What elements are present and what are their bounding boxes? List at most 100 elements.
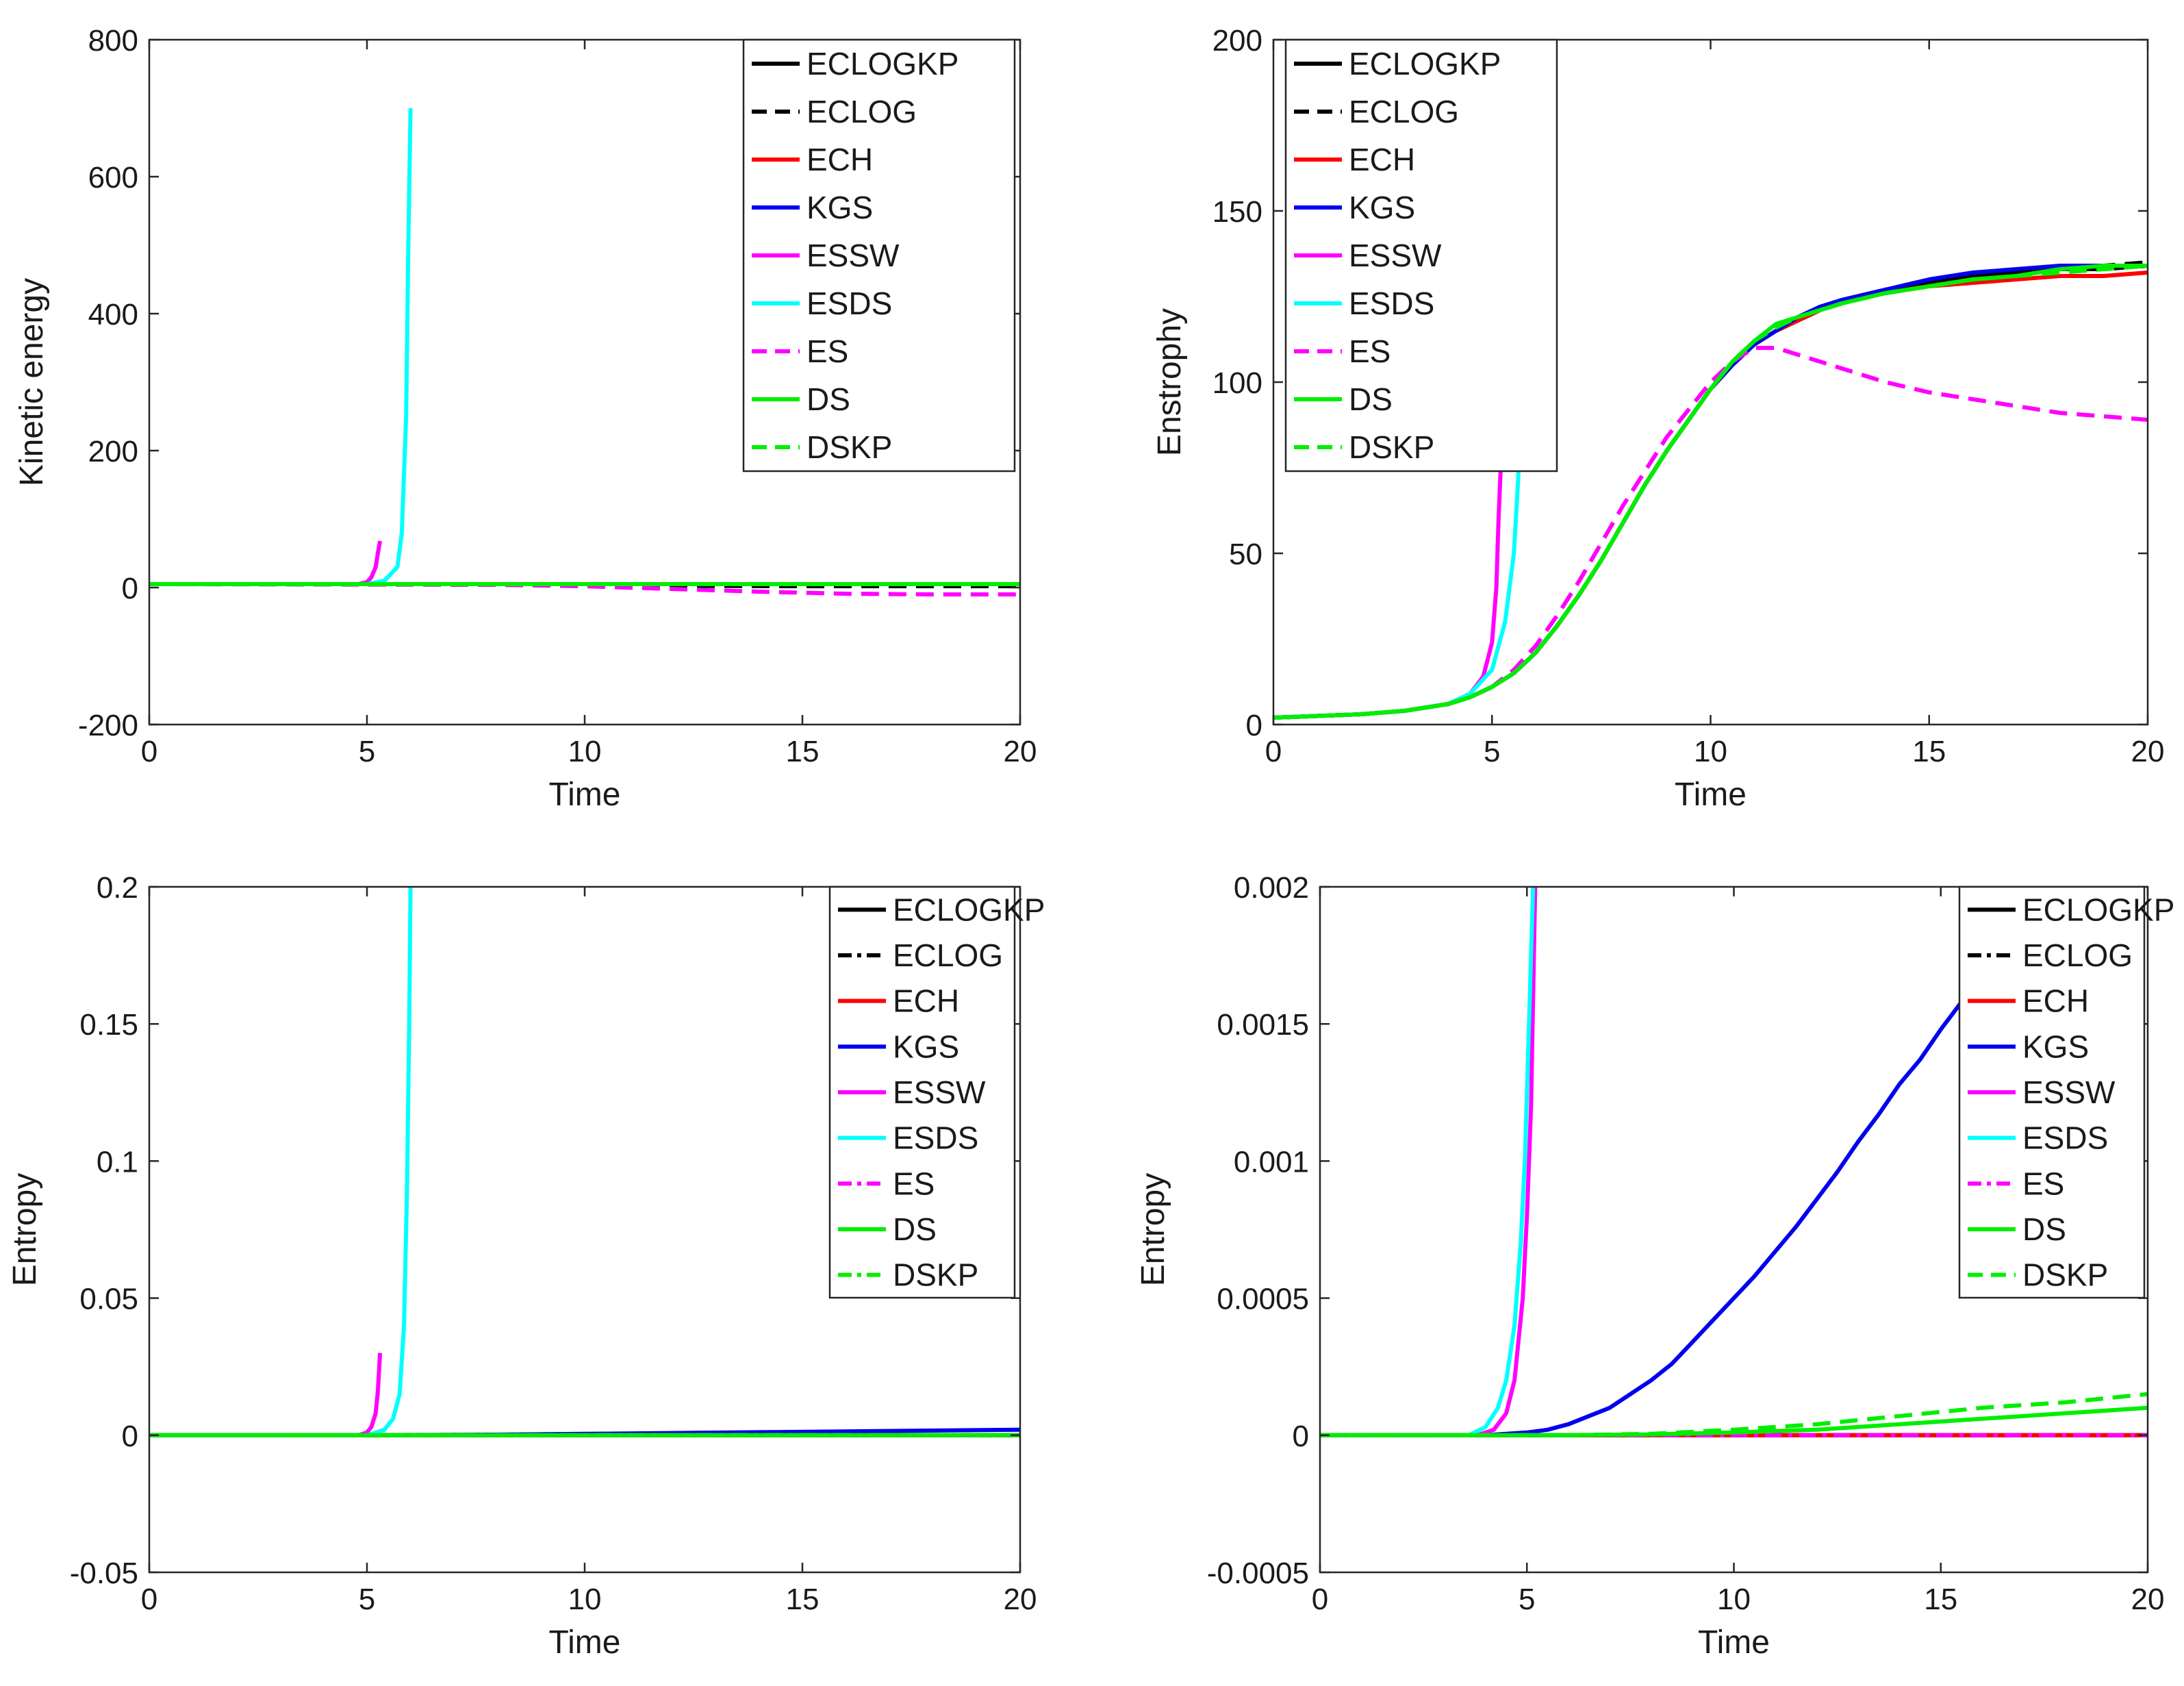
series-line-kgs [1320,887,2038,1437]
y-tick-label: 100 [1212,366,1262,400]
x-axis-label: Time [549,1624,621,1661]
legend-label-dskp: DSKP [2022,1257,2108,1293]
legend-label-eclogkp: ECLOGKP [2022,892,2174,927]
y-tick-label: 200 [88,435,138,468]
y-tick-label: 0 [122,572,138,605]
legend-label-esds: ESDS [1349,286,1434,321]
y-tick-label: 600 [88,161,138,194]
x-tick-label: 20 [2131,1583,2165,1616]
y-tick-label: 50 [1229,538,1262,571]
y-tick-label: -200 [78,709,138,742]
legend-label-kgs: KGS [893,1029,959,1064]
x-tick-label: 0 [1312,1583,1328,1616]
y-tick-label: 800 [88,24,138,58]
series-line-essw [1320,887,1538,1437]
x-tick-label: 15 [1912,735,1946,768]
x-tick-label: 15 [786,735,820,768]
x-tick-label: 15 [1924,1583,1957,1616]
legend-label-dskp: DSKP [1349,429,1434,465]
x-tick-label: 10 [568,1583,602,1616]
x-tick-label: 15 [786,1583,820,1616]
y-tick-label: 0 [122,1420,138,1453]
series-line-es [1273,346,2148,720]
y-tick-label: 0.15 [79,1008,138,1042]
series-group [149,887,1020,1437]
y-tick-label: 150 [1212,195,1262,229]
legend-label-esds: ESDS [2022,1120,2108,1156]
y-tick-label: 200 [1212,24,1262,58]
x-tick-label: 0 [141,1583,157,1616]
chart-enstrophy: 0 5 10 15 20050100150200TimeEnstrophyECLOGKP… [1152,24,2164,813]
y-tick-label: -0.0005 [1207,1557,1309,1590]
y-tick-label: 0 [1293,1420,1309,1453]
series-group [1320,887,2148,1437]
x-tick-label: 5 [359,1583,375,1616]
legend-label-essw: ESSW [807,238,900,273]
legend-label-es: ES [1349,334,1391,369]
legend-label-ds: DS [1349,381,1393,417]
y-tick-label: 0.05 [79,1283,138,1316]
y-tick-label: 0 [1246,709,1262,742]
legend-label-ech: ECH [2022,983,2089,1019]
x-tick-label: 20 [2131,735,2165,768]
legend-label-ech: ECH [1349,142,1415,177]
legend-label-eclogkp: ECLOGKP [893,892,1045,927]
y-tick-label: 0.1 [97,1145,138,1179]
x-axis-label: Time [1675,777,1747,813]
chart-entropy-zoom: 0 5 10 15 20-0.000500.00050.0010.00150.002Ti… [1135,871,2174,1661]
legend-label-eclog: ECLOG [893,938,1003,973]
series-line-esds [1320,887,1536,1437]
legend-label-essw: ESSW [2022,1074,2116,1110]
legend-label-es: ES [807,334,848,369]
legend-label-ds: DS [893,1211,937,1247]
x-tick-label: 0 [1265,735,1282,768]
legend-label-dskp: DSKP [807,429,892,465]
legend-label-eclog: ECLOG [807,94,917,129]
y-axis-label: Enstrophy [1152,308,1188,456]
x-tick-label: 20 [1004,735,1037,768]
y-tick-label: 400 [88,298,138,331]
chart-entropy-full: 0 5 10 15 20-0.0500.050.10.150.2TimeEntropyE… [7,871,1045,1661]
x-tick-label: 10 [568,735,602,768]
legend-label-eclog: ECLOG [2022,938,2133,973]
legend-label-eclogkp: ECLOGKP [1349,46,1501,81]
y-axis-label: Entropy [7,1173,43,1286]
legend-label-kgs: KGS [2022,1029,2089,1064]
legend-label-dskp: DSKP [893,1257,978,1293]
legend-label-ech: ECH [893,983,959,1019]
y-tick-label: 0.002 [1234,871,1309,905]
y-tick-label: 0.0005 [1217,1283,1309,1316]
y-tick-label: -0.05 [70,1557,138,1590]
x-axis-label: Time [1698,1624,1770,1661]
series-line-dskp [1273,264,2148,720]
x-axis-label: Time [549,777,621,813]
legend-label-ech: ECH [807,142,873,177]
y-tick-label: 0.001 [1234,1145,1309,1179]
legend-label-es: ES [893,1166,935,1201]
legend-label-essw: ESSW [1349,238,1442,273]
legend-label-esds: ESDS [807,286,892,321]
y-tick-label: 0.2 [97,871,138,905]
x-tick-label: 20 [1004,1583,1037,1616]
y-tick-label: 0.0015 [1217,1008,1309,1042]
x-tick-label: 10 [1694,735,1727,768]
x-tick-label: 5 [1519,1583,1535,1616]
series-group [149,108,1020,596]
x-tick-label: 5 [359,735,375,768]
y-axis-label: Entropy [1135,1173,1171,1286]
legend-label-ds: DS [2022,1211,2066,1247]
legend-label-esds: ESDS [893,1120,978,1156]
legend-label-ds: DS [807,381,850,417]
y-axis-label: Kinetic energy [14,278,50,486]
x-tick-label: 5 [1484,735,1500,768]
series-line-dskp [1320,1392,2148,1437]
x-tick-label: 0 [141,735,157,768]
legend-label-eclogkp: ECLOGKP [807,46,958,81]
legend-label-kgs: KGS [807,190,873,225]
